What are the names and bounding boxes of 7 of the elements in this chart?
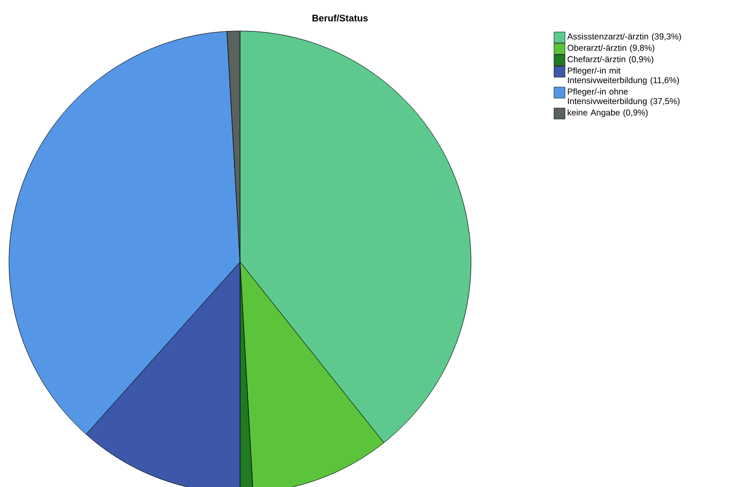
legend-label: Pfleger/-in ohne Intensivweiterbildung (37,5%) — [568, 88, 680, 106]
legend-label: Chefarzt/-ärztin (0,9%) — [568, 56, 654, 64]
legend-label: Oberarzt/-ärztin (9,8%) — [568, 44, 654, 53]
legend-label: Pfleger/-in mit Intensivweiterbildung (11,6%) — [568, 67, 679, 85]
chart-title: Beruf/Status — [312, 14, 368, 22]
legend-label: keine Angabe (0,9%) — [568, 109, 648, 118]
legend-label: Assisstenzarzt/-ärztin (39,3%) — [567, 33, 681, 42]
